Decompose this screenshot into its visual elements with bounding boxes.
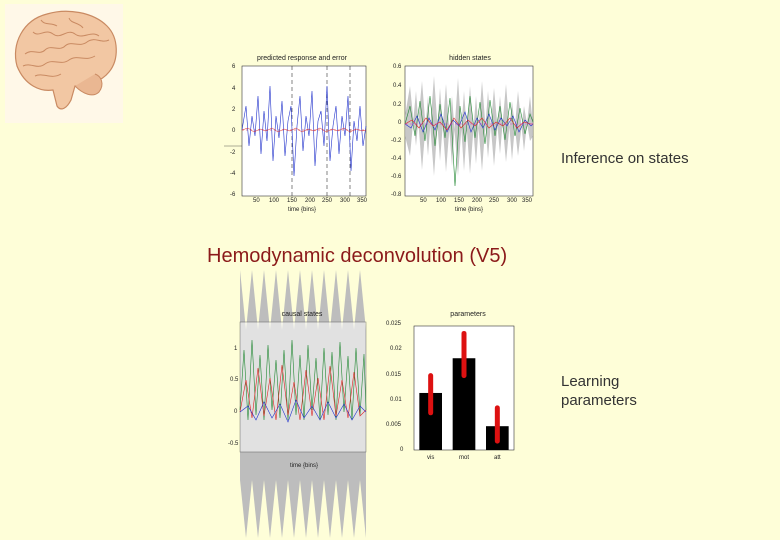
predicted-ytick: 4 [232, 86, 236, 92]
learning-label-line1: Learning [561, 373, 620, 390]
hidden-ytick: 0.6 [393, 64, 402, 70]
parameters-ytick: 0 [400, 447, 404, 453]
predicted-plot [222, 65, 372, 216]
hidden-ytick: -0.4 [391, 156, 402, 162]
hidden-xtick: 50 [420, 198, 427, 204]
hidden-xtick: 200 [472, 198, 483, 204]
hidden-ytick: 0 [398, 120, 402, 126]
hidden-ytick: -0.8 [391, 192, 402, 198]
predicted-ytick: 6 [232, 64, 236, 70]
brain-icon [15, 10, 117, 110]
predicted-xtick: 300 [340, 198, 351, 204]
causal-ytick: 1 [234, 346, 238, 352]
parameters-ytick: 0.01 [390, 397, 402, 403]
causal-ytick: 0.5 [230, 377, 239, 383]
hidden-plot [390, 65, 540, 216]
hidden-plot-title: hidden states [449, 55, 491, 62]
parameters-plot-title: parameters [450, 311, 486, 318]
predicted-ytick: -2 [230, 150, 236, 156]
causal-plot-title: causal states [281, 311, 323, 318]
predicted-xtick: 100 [269, 198, 280, 204]
hidden-xlabel: time {bins} [455, 207, 484, 213]
parameter-category-label: att [494, 455, 501, 461]
hidden-ytick: 0.2 [393, 102, 402, 108]
parameters-bar-chart: vis mot att [413, 325, 515, 461]
hidden-xtick: 100 [436, 198, 447, 204]
brain-illustration [5, 4, 123, 123]
parameters-ytick: 0.005 [386, 422, 402, 428]
parameters-ytick: 0.025 [386, 321, 402, 327]
causal-ytick: -0.5 [228, 441, 239, 447]
causal-xlabel: time {bins} [290, 463, 319, 469]
predicted-xtick: 150 [287, 198, 298, 204]
hidden-xtick: 150 [454, 198, 465, 204]
section-heading: Hemodynamic deconvolution (V5) [207, 245, 508, 267]
parameter-bar-mot [452, 358, 476, 450]
predicted-plot-title: predicted response and error [257, 55, 347, 62]
predicted-xtick: 200 [305, 198, 316, 204]
hidden-xtick: 300 [507, 198, 518, 204]
predicted-xtick: 250 [322, 198, 333, 204]
hidden-xtick: 250 [489, 198, 500, 204]
causal-ytick: 0 [234, 409, 238, 415]
predicted-xlabel: time {bins} [288, 207, 317, 213]
predicted-ytick: -4 [230, 171, 236, 177]
predicted-ytick: 2 [232, 107, 236, 113]
hidden-ytick: -0.2 [391, 138, 402, 144]
learning-label-line2: parameters [561, 392, 637, 409]
hidden-ytick: 0.4 [393, 83, 402, 89]
parameter-category-label: vis [427, 455, 434, 461]
parameter-category-label: mot [459, 455, 469, 461]
inference-label: Inference on states [561, 150, 689, 167]
hidden-ytick: -0.6 [391, 174, 402, 180]
predicted-ytick: 0 [232, 128, 236, 134]
predicted-ytick: -6 [230, 192, 236, 198]
predicted-xtick: 50 [253, 198, 260, 204]
parameters-ytick: 0.02 [390, 346, 402, 352]
hidden-xtick: 350 [522, 198, 533, 204]
parameters-ytick: 0.015 [386, 372, 402, 378]
causal-plot [222, 270, 372, 538]
predicted-xtick: 350 [357, 198, 368, 204]
parameter-bar-vis [419, 392, 442, 450]
